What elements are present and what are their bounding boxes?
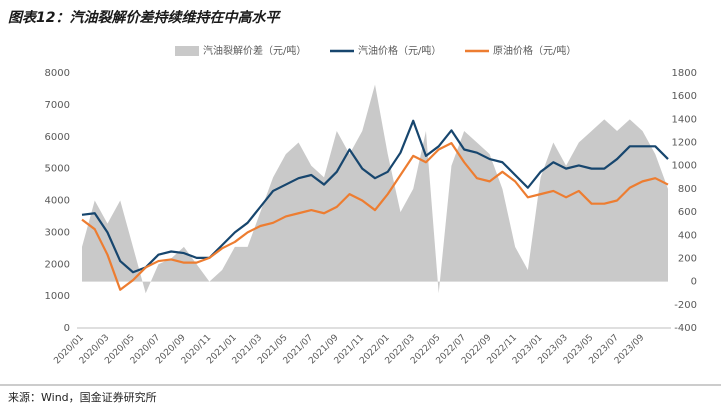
source: 来源：Wind，国金证券研究所	[8, 390, 157, 404]
y-tick-label: 3000	[45, 227, 70, 238]
y2-tick-label: 1600	[672, 91, 697, 102]
line	[81, 119, 669, 274]
legend-label: 汽油裂解价差（元/吨）	[203, 44, 306, 57]
y-tick-label: 2000	[45, 259, 70, 270]
y-tick-label: 5000	[45, 164, 70, 175]
y2-tick-label: 400	[678, 230, 697, 241]
legend-label: 原油价格（元/吨）	[493, 44, 576, 57]
legend-swatch	[175, 46, 199, 56]
y-tick-label: 7000	[45, 100, 70, 111]
y-tick-label: 4000	[45, 196, 70, 207]
y2-tick-label: 0	[691, 277, 697, 288]
y-tick-label: 8000	[45, 68, 70, 79]
line	[81, 142, 669, 291]
y-tick-label: 6000	[45, 132, 70, 143]
y2-tick-label: 1200	[672, 138, 697, 149]
y2-tick-label: 200	[678, 253, 697, 264]
y2-tick-label: 600	[678, 207, 697, 218]
y2-tick-label: 800	[678, 184, 697, 195]
y-tick-label: 0	[64, 323, 70, 334]
area	[82, 84, 668, 294]
y2-tick-label: 1400	[672, 114, 697, 125]
chart-title: 图表12：汽油裂解价差持续维持在中高水平	[8, 9, 281, 26]
y2-tick-label: 1800	[672, 68, 697, 79]
y-tick-label: 1000	[45, 291, 70, 302]
y2-tick-label: -400	[674, 323, 697, 334]
legend-label: 汽油价格（元/吨）	[358, 44, 441, 57]
y2-tick-label: -200	[674, 300, 697, 311]
y2-tick-label: 1000	[672, 161, 697, 172]
